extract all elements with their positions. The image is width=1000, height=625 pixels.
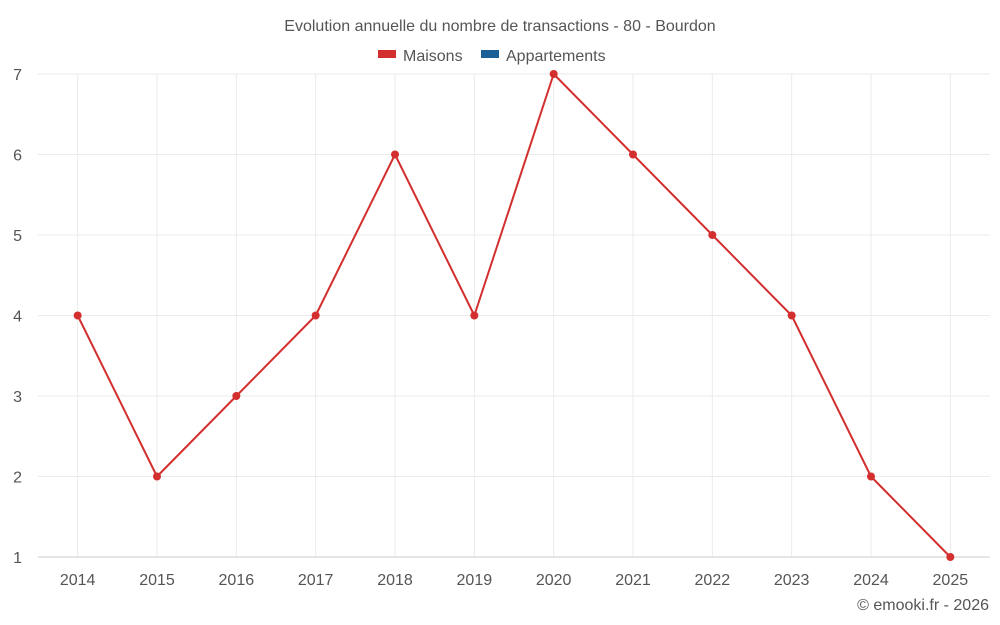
x-tick-label: 2015: [139, 572, 175, 589]
data-point-maisons[interactable]: [867, 472, 875, 481]
legend-swatch-appartements: [481, 50, 499, 58]
x-tick-label: 2018: [377, 572, 413, 589]
x-tick-label: 2025: [933, 572, 969, 589]
y-tick-label: 5: [13, 228, 22, 245]
chart-title: Evolution annuelle du nombre de transact…: [284, 18, 715, 35]
x-tick-label: 2021: [615, 572, 651, 589]
series-maisons: [73, 70, 955, 561]
credit-text: © emooki.fr - 2026: [857, 597, 989, 614]
data-point-maisons[interactable]: [629, 150, 637, 159]
x-tick-label: 2023: [774, 572, 810, 589]
data-point-maisons[interactable]: [470, 311, 479, 320]
y-tick-label: 1: [13, 550, 22, 567]
legend: Maisons Appartements: [378, 48, 606, 65]
data-point-maisons[interactable]: [549, 70, 558, 78]
data-point-maisons[interactable]: [311, 311, 320, 320]
x-tick-label: 2016: [219, 572, 255, 589]
data-point-maisons[interactable]: [391, 150, 399, 159]
legend-label-appartements: Appartements: [506, 48, 606, 65]
grid: [38, 73, 990, 558]
x-tick-label: 2024: [853, 572, 889, 589]
data-point-maisons[interactable]: [232, 392, 241, 400]
legend-item-maisons[interactable]: Maisons: [378, 48, 463, 65]
series-line-maisons: [76, 73, 952, 558]
x-axis-ticks: 2014 2015 2016 2017 2018 2019 2020 2021 2022 2023…: [60, 572, 968, 589]
data-point-maisons[interactable]: [708, 231, 717, 239]
y-axis-ticks: 1 2 3 4 5 6 7: [13, 67, 22, 567]
data-point-maisons[interactable]: [787, 311, 796, 320]
legend-item-appartements[interactable]: Appartements: [481, 48, 606, 65]
y-tick-label: 3: [13, 389, 22, 406]
legend-label-maisons: Maisons: [403, 48, 463, 65]
data-point-maisons[interactable]: [946, 553, 955, 561]
y-tick-label: 4: [13, 309, 22, 326]
y-tick-label: 2: [13, 470, 22, 487]
y-tick-label: 7: [13, 67, 22, 84]
data-point-maisons[interactable]: [73, 311, 82, 320]
data-point-maisons[interactable]: [153, 472, 161, 481]
x-tick-label: 2017: [298, 572, 334, 589]
x-tick-label: 2014: [60, 572, 96, 589]
y-tick-label: 6: [13, 148, 22, 165]
x-tick-label: 2019: [457, 572, 493, 589]
legend-swatch-maisons: [378, 50, 396, 58]
x-tick-label: 2020: [536, 572, 572, 589]
x-tick-label: 2022: [695, 572, 731, 589]
